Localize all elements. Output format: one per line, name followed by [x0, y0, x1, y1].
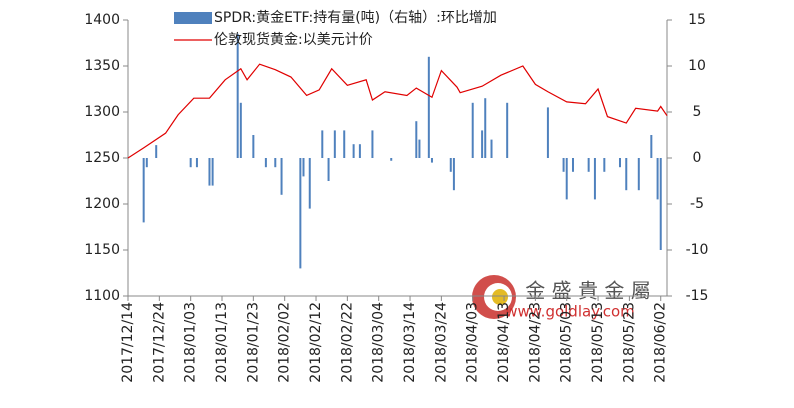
bar	[145, 158, 148, 168]
y2-tick-label: 10	[688, 58, 706, 74]
x-tick-label: 2018/01/13	[214, 302, 230, 383]
legend-label: 伦敦现货黄金:以美元计价	[214, 31, 373, 48]
bar	[618, 158, 621, 168]
bar	[593, 158, 596, 200]
x-tick-label: 2018/02/02	[277, 302, 293, 383]
y2-tick-label: -5	[690, 196, 704, 212]
bar	[211, 158, 214, 186]
line	[127, 63, 668, 159]
bar	[371, 130, 374, 158]
bar	[239, 102, 242, 158]
y-tick-label: 1200	[84, 196, 120, 212]
bar	[484, 98, 487, 158]
y2-tick-label: 15	[688, 12, 706, 28]
y-tick-label: 1100	[84, 288, 120, 304]
y-tick-label: 1350	[84, 58, 120, 74]
bar	[208, 158, 211, 186]
bar	[571, 158, 574, 172]
bar	[343, 130, 346, 158]
x-tick-label: 2018/04/23	[527, 302, 543, 383]
bar	[390, 158, 393, 161]
bar	[506, 102, 509, 158]
bar	[321, 130, 324, 158]
x-tick-label: 2018/05/23	[621, 302, 637, 383]
bar	[562, 158, 565, 172]
x-tick-label: 2018/01/23	[245, 302, 261, 383]
x-tick-label: 2018/04/03	[465, 302, 481, 383]
bar	[471, 102, 474, 158]
watermark-name: 金 盛 貴 金 屬	[525, 279, 650, 303]
logo	[472, 275, 516, 319]
bar	[155, 145, 158, 158]
x-tick-label: 2018/02/22	[339, 302, 355, 383]
bar	[189, 158, 192, 168]
y2-tick-label: -10	[686, 242, 709, 258]
x-tick-label: 2018/03/24	[433, 302, 449, 383]
bar	[452, 158, 455, 191]
bar	[264, 158, 267, 168]
bar	[358, 144, 361, 158]
y-tick-label: 1300	[84, 104, 120, 120]
bar	[236, 33, 239, 158]
bar	[650, 135, 653, 158]
bar	[587, 158, 590, 172]
x-tick-label: 2018/04/13	[496, 302, 512, 383]
bar	[308, 158, 311, 209]
x-tick-label: 2018/05/13	[590, 302, 606, 383]
bar	[274, 158, 277, 168]
bar	[299, 158, 302, 269]
bar	[327, 158, 330, 181]
x-tick-label: 2018/06/02	[653, 302, 669, 383]
legend-swatch	[174, 12, 212, 24]
x-tick-label: 2018/05/03	[559, 302, 575, 383]
bar	[415, 121, 418, 158]
bar	[546, 107, 549, 158]
bar	[195, 158, 198, 168]
bar	[142, 158, 145, 223]
bar	[430, 158, 433, 163]
y-tick-label: 1250	[84, 150, 120, 166]
x-tick-label: 2018/03/14	[402, 302, 418, 383]
x-tick-label: 2018/02/12	[308, 302, 324, 383]
legend-label: SPDR:黄金ETF:持有量(吨)（右轴）:环比增加	[214, 9, 497, 26]
bar	[280, 158, 283, 195]
watermark-url: www.goldlay.com	[505, 303, 635, 321]
bar	[427, 56, 430, 158]
bar	[603, 158, 606, 172]
y2-tick-label: 5	[693, 104, 702, 120]
y-tick-label: 1150	[84, 242, 120, 258]
x-tick-label: 2018/01/03	[183, 302, 199, 383]
y-tick-label: 1400	[84, 12, 120, 28]
x-tick-label: 2017/12/14	[120, 302, 136, 383]
bar	[565, 158, 568, 200]
bar	[302, 158, 305, 177]
bar	[656, 158, 659, 200]
y2-tick-label: 0	[693, 150, 702, 166]
bar	[625, 158, 628, 191]
bar	[637, 158, 640, 191]
y2-tick-label: -15	[686, 288, 709, 304]
bar	[659, 158, 662, 250]
bar	[252, 135, 255, 158]
bar	[481, 130, 484, 158]
bar	[352, 144, 355, 158]
bar	[418, 139, 421, 158]
x-tick-label: 2017/12/24	[151, 302, 167, 383]
bar	[333, 130, 336, 158]
x-tick-label: 2018/03/04	[371, 302, 387, 383]
bar	[449, 158, 452, 172]
bar	[490, 139, 493, 158]
